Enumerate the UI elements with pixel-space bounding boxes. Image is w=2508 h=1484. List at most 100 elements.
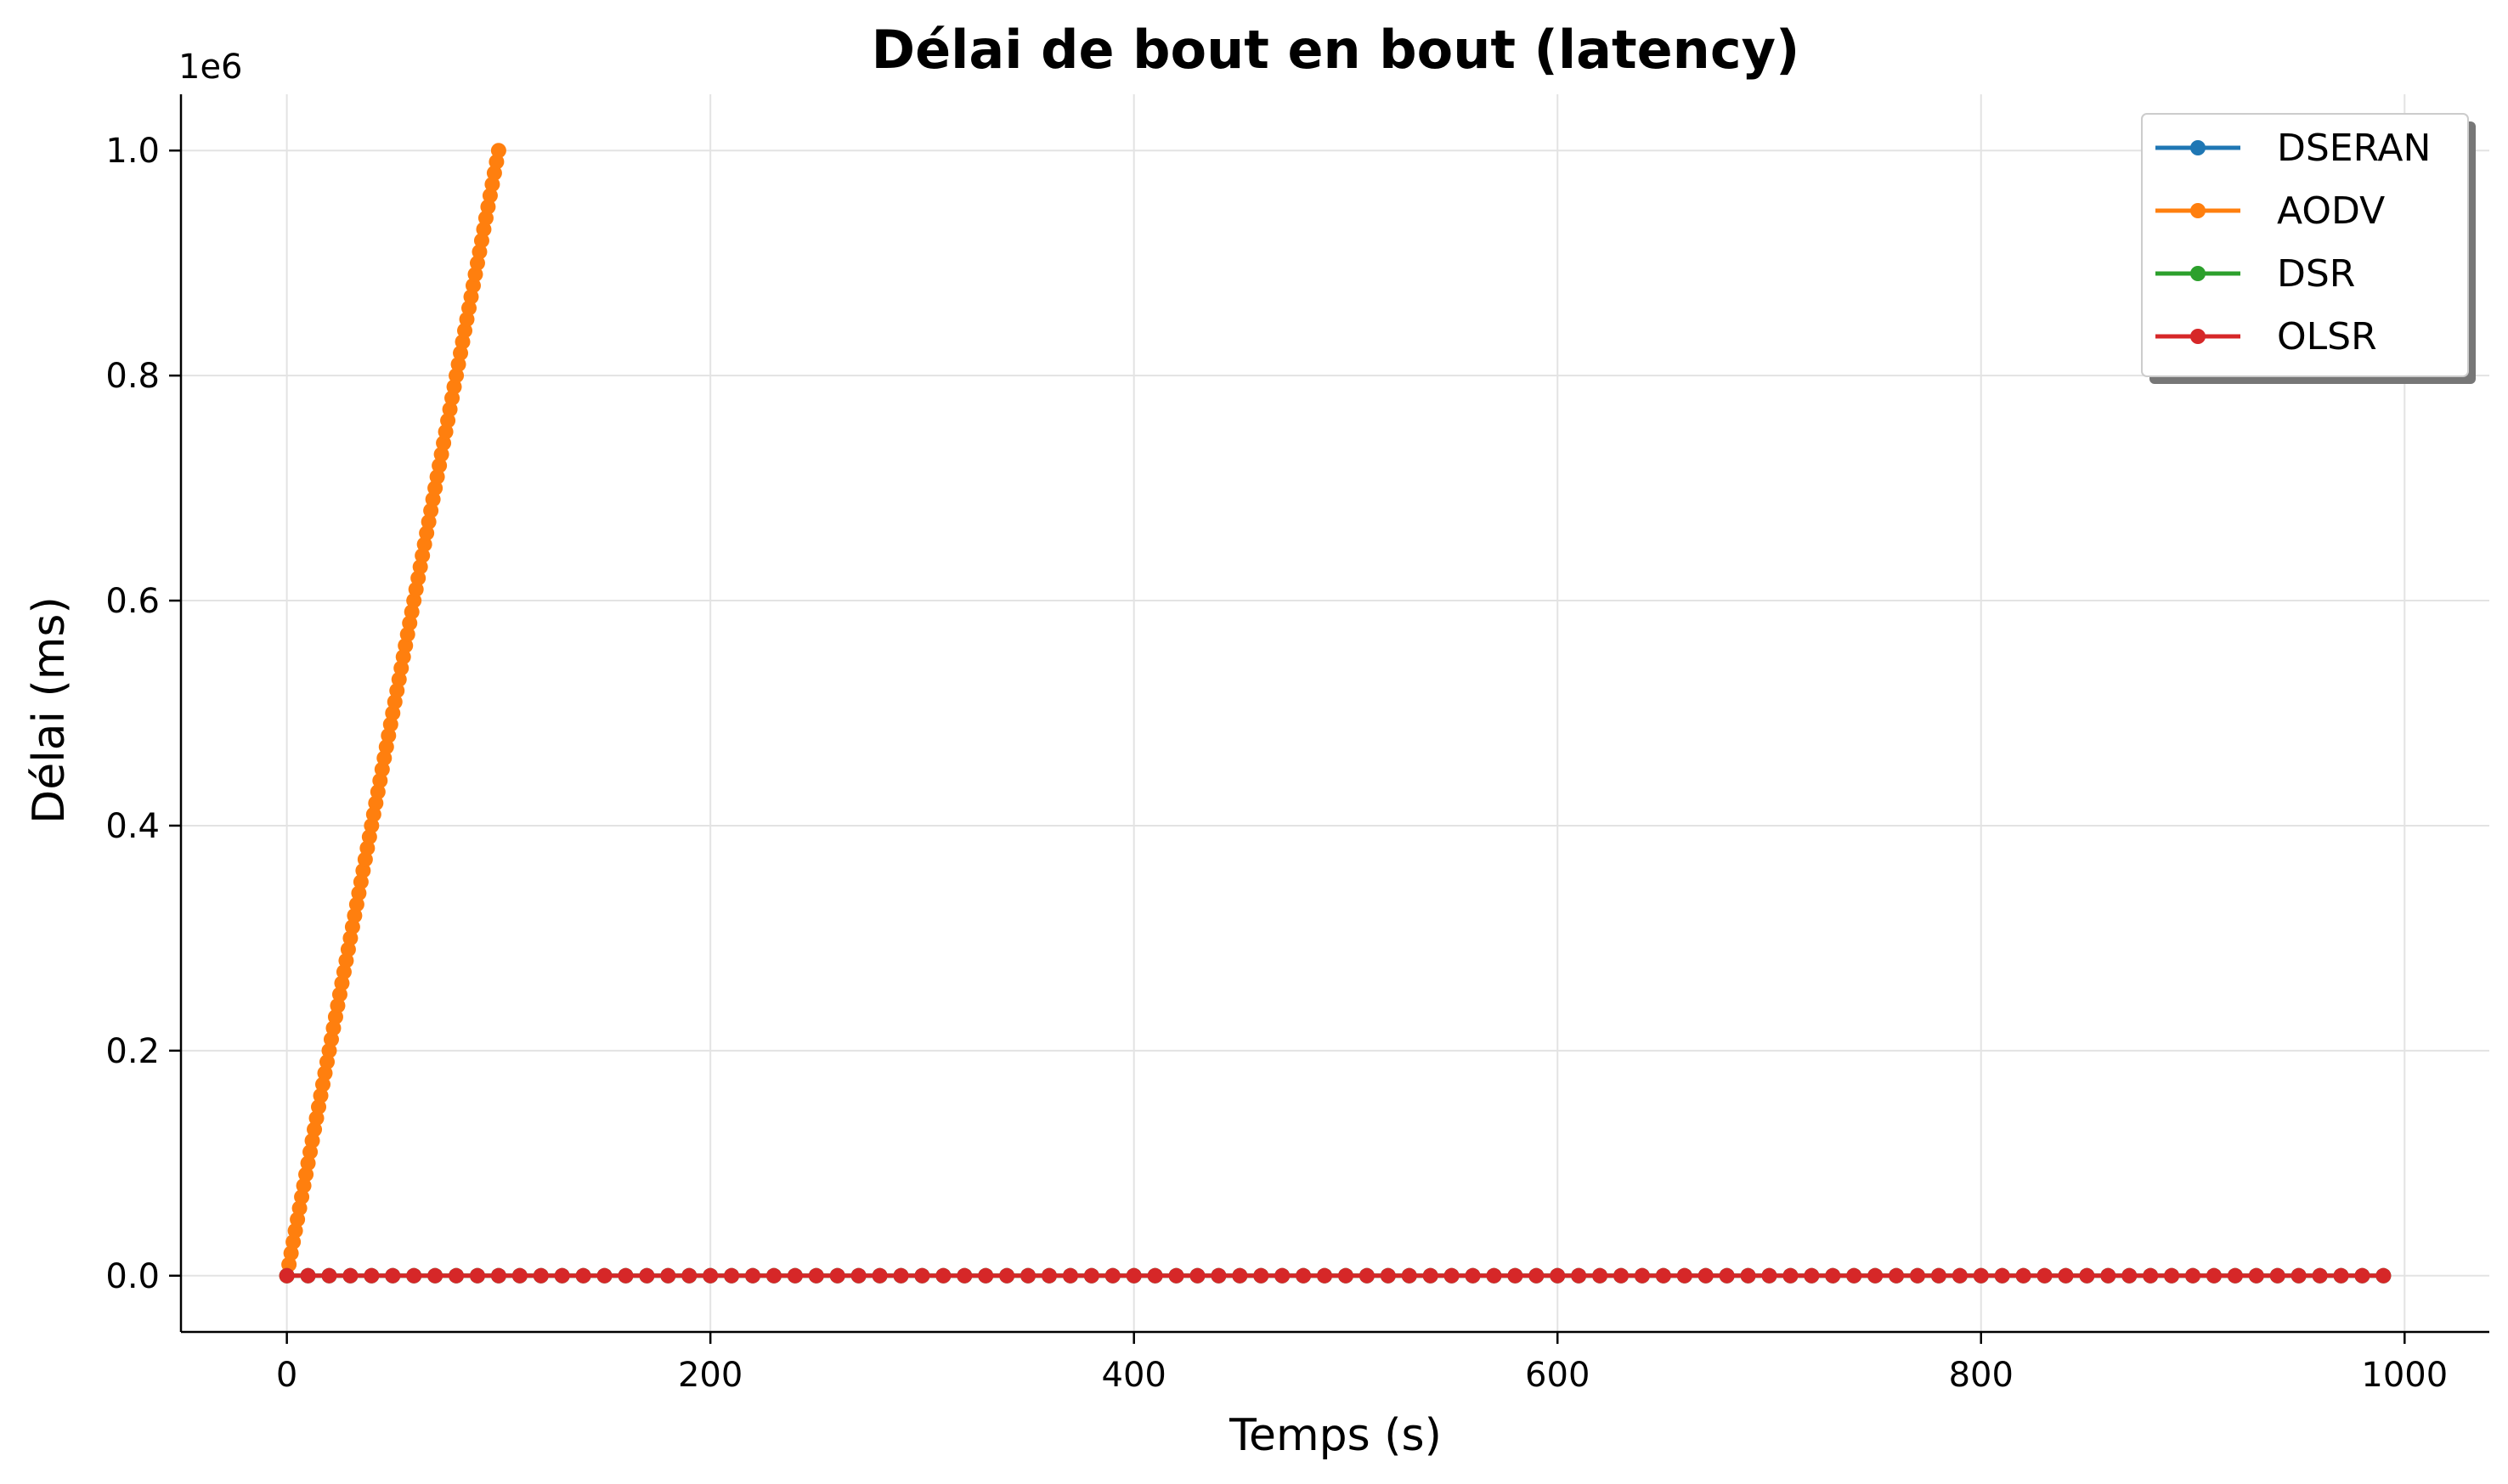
data-point (957, 1267, 973, 1284)
data-point (575, 1267, 591, 1284)
x-tick-label: 600 (1525, 1356, 1590, 1395)
data-point (872, 1267, 888, 1284)
y-axis-ticks: 0.0 0.2 0.4 0.6 0.8 1.0 (105, 132, 181, 1296)
x-tick-label: 1000 (2361, 1356, 2448, 1395)
data-point (1676, 1267, 1692, 1284)
x-tick-label: 0 (276, 1356, 297, 1395)
data-point (829, 1267, 845, 1284)
data-point (1740, 1267, 1756, 1284)
data-point (1697, 1267, 1714, 1284)
data-point (2269, 1267, 2285, 1284)
data-point (449, 1267, 465, 1284)
data-point (1104, 1267, 1121, 1284)
data-point (1930, 1267, 1946, 1284)
x-tick-label: 400 (1102, 1356, 1166, 1395)
data-point (660, 1267, 676, 1284)
data-point (1613, 1267, 1630, 1284)
data-point (999, 1267, 1015, 1284)
data-point (787, 1267, 803, 1284)
data-point (2079, 1267, 2095, 1284)
data-point (1782, 1267, 1799, 1284)
data-point (2143, 1267, 2159, 1284)
data-point (2036, 1267, 2053, 1284)
data-point (533, 1267, 549, 1284)
data-point (1846, 1267, 1862, 1284)
series-layer (279, 143, 2392, 1284)
legend-marker-dsr (2190, 266, 2206, 281)
data-point (1253, 1267, 1269, 1284)
data-point (2375, 1267, 2392, 1284)
data-point (321, 1267, 337, 1284)
data-point (2227, 1267, 2243, 1284)
data-point (808, 1267, 824, 1284)
data-point (1041, 1267, 1057, 1284)
y-axis-title: Délai (ms) (24, 596, 75, 824)
data-point (2164, 1267, 2180, 1284)
data-point (554, 1267, 570, 1284)
y-tick-label: 0.6 (105, 582, 160, 621)
data-point (490, 1267, 506, 1284)
data-point (1358, 1267, 1375, 1284)
legend-box (2141, 113, 2469, 377)
x-axis-title: Temps (s) (1229, 1410, 1442, 1461)
data-point (1337, 1267, 1353, 1284)
data-point (893, 1267, 909, 1284)
legend: DSERAN AODV DSR OLSR (2141, 113, 2476, 384)
data-point (850, 1267, 867, 1284)
data-point (2015, 1267, 2031, 1284)
data-point (1147, 1267, 1163, 1284)
data-point (1507, 1267, 1523, 1284)
y-tick-label: 0.8 (105, 357, 160, 396)
data-point (406, 1267, 422, 1284)
data-point (1296, 1267, 1312, 1284)
data-point (1274, 1267, 1291, 1284)
y-tick-label: 0.4 (105, 807, 160, 846)
data-point (1592, 1267, 1608, 1284)
data-point (1465, 1267, 1481, 1284)
data-point (1189, 1267, 1206, 1284)
data-point (1443, 1267, 1460, 1284)
data-point (703, 1267, 719, 1284)
data-point (596, 1267, 613, 1284)
data-point (765, 1267, 782, 1284)
data-point (724, 1267, 740, 1284)
data-point (2291, 1267, 2307, 1284)
data-point (1994, 1267, 2010, 1284)
y-tick-label: 0.2 (105, 1032, 160, 1071)
data-point (2248, 1267, 2264, 1284)
data-point (2100, 1267, 2116, 1284)
data-point (1719, 1267, 1735, 1284)
data-point (1528, 1267, 1545, 1284)
data-point (1380, 1267, 1396, 1284)
data-point (385, 1267, 401, 1284)
data-point (1804, 1267, 1820, 1284)
data-point (1126, 1267, 1142, 1284)
data-point (1486, 1267, 1502, 1284)
data-point (2185, 1267, 2201, 1284)
data-point (1973, 1267, 1989, 1284)
x-tick-label: 200 (678, 1356, 743, 1395)
data-point (300, 1267, 316, 1284)
legend-label-aodv: AODV (2277, 189, 2385, 233)
data-point (1020, 1267, 1037, 1284)
data-point (279, 1267, 295, 1284)
data-point (1761, 1267, 1777, 1284)
data-point (2058, 1267, 2074, 1284)
data-point (1909, 1267, 1925, 1284)
data-point (1634, 1267, 1650, 1284)
x-tick-label: 800 (1949, 1356, 2014, 1395)
data-point (469, 1267, 485, 1284)
data-point (427, 1267, 443, 1284)
data-point (978, 1267, 994, 1284)
data-point (1083, 1267, 1099, 1284)
data-point (1889, 1267, 1905, 1284)
data-point (1571, 1267, 1587, 1284)
data-point (1232, 1267, 1248, 1284)
data-point (1062, 1267, 1078, 1284)
data-point (935, 1267, 952, 1284)
y-offset-label: 1e6 (178, 48, 243, 87)
data-point (1422, 1267, 1438, 1284)
data-point (490, 143, 506, 159)
data-point (1401, 1267, 1417, 1284)
